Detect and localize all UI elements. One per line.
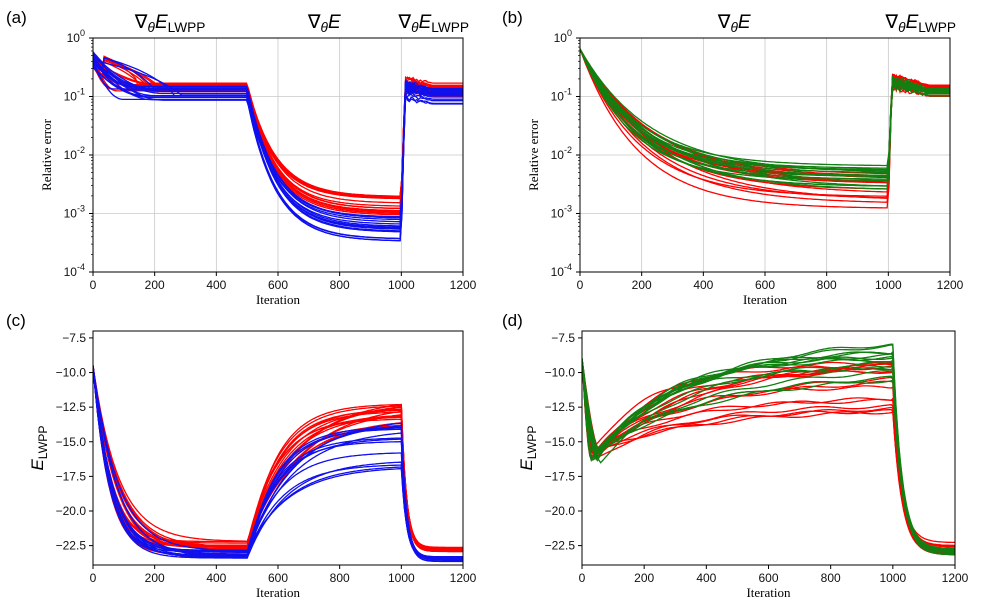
curves bbox=[580, 48, 950, 209]
series-line-blue bbox=[93, 55, 463, 240]
y-axis-label: Relative error bbox=[526, 118, 541, 190]
panel-d: 0 200 400 600 800 1000 1200 Iteration −7.5 −10.0 −… bbox=[502, 311, 969, 600]
series-line-green bbox=[582, 343, 955, 550]
panel-c: 0 200 400 600 800 1000 1200 Iteration −7.5 −10.0 −… bbox=[6, 311, 477, 600]
x-tick-label: 200 bbox=[634, 571, 654, 585]
series-line-green bbox=[580, 48, 950, 176]
y-tick-label: 10-3 bbox=[64, 204, 85, 221]
y-axis-label-text: ELWPP bbox=[517, 425, 539, 470]
y-tick-label: −7.5 bbox=[62, 331, 86, 345]
y-tick-label: −10.0 bbox=[56, 366, 87, 380]
x-tick-label: 0 bbox=[579, 571, 586, 585]
y-tick-label: −7.5 bbox=[551, 331, 575, 345]
curves bbox=[93, 365, 463, 563]
x-tick-label: 200 bbox=[145, 278, 165, 292]
x-tick-label: 0 bbox=[577, 278, 584, 292]
x-tick-label: 200 bbox=[145, 571, 165, 585]
y-tick-label: 10-1 bbox=[551, 87, 572, 104]
x-axis-label: Iteration bbox=[256, 292, 301, 307]
x-tick-label: 1000 bbox=[388, 571, 415, 585]
y-axis-label-text: Relative error bbox=[526, 118, 541, 190]
series-line-red bbox=[580, 48, 950, 203]
y-tick-label: −15.0 bbox=[56, 435, 87, 449]
x-tick-label: 800 bbox=[817, 278, 837, 292]
y-tick-label: 10-4 bbox=[64, 262, 85, 279]
y-tick-label: −20.0 bbox=[545, 504, 576, 518]
phase-label: ∇θELWPP bbox=[397, 12, 469, 35]
x-tick-label: 800 bbox=[821, 571, 841, 585]
x-tick-label: 1000 bbox=[879, 571, 906, 585]
y-tick-label: −10.0 bbox=[545, 366, 576, 380]
x-axis-label: Iteration bbox=[743, 292, 788, 307]
curves bbox=[93, 51, 463, 242]
x-tick-label: 0 bbox=[90, 278, 97, 292]
series-line-blue bbox=[93, 365, 463, 559]
y-tick-label: 10-1 bbox=[64, 87, 85, 104]
x-tick-label: 400 bbox=[206, 278, 226, 292]
series-line-blue bbox=[93, 51, 463, 225]
series-line-red bbox=[582, 358, 955, 555]
x-tick-label: 1200 bbox=[450, 278, 477, 292]
y-axis-label: ELWPP bbox=[517, 425, 539, 470]
x-tick-label: 400 bbox=[696, 571, 716, 585]
x-tick-label: 600 bbox=[268, 278, 288, 292]
y-tick-label: −12.5 bbox=[545, 400, 576, 414]
panel-a: 0 200 400 600 800 1000 1200 Iteration 10-4 10-3 10… bbox=[6, 8, 477, 307]
y-tick-label: −12.5 bbox=[56, 400, 87, 414]
phase-label: ∇θELWPP bbox=[134, 12, 206, 35]
y-tick-label: 10-2 bbox=[551, 145, 572, 162]
series-line-green bbox=[582, 358, 955, 556]
phase-label: ∇θE bbox=[307, 12, 341, 35]
panel-label: (b) bbox=[502, 8, 523, 27]
y-tick-label: −22.5 bbox=[56, 539, 87, 553]
y-tick-label: 100 bbox=[554, 28, 572, 45]
series-line-red bbox=[582, 358, 955, 547]
x-tick-label: 0 bbox=[90, 571, 97, 585]
panel-label: (a) bbox=[6, 8, 27, 27]
x-tick-label: 1000 bbox=[875, 278, 902, 292]
y-tick-label: −17.5 bbox=[56, 469, 87, 483]
y-tick-label: −22.5 bbox=[545, 539, 576, 553]
series-line-green bbox=[580, 48, 950, 190]
x-tick-label: 600 bbox=[758, 571, 778, 585]
x-tick-label: 800 bbox=[330, 278, 350, 292]
x-tick-label: 800 bbox=[330, 571, 350, 585]
y-tick-label: 10-3 bbox=[551, 204, 572, 221]
y-tick-label: −20.0 bbox=[56, 504, 87, 518]
y-tick-label: 100 bbox=[67, 28, 85, 45]
x-tick-label: 400 bbox=[693, 278, 713, 292]
x-tick-label: 600 bbox=[268, 571, 288, 585]
phase-label: ∇θELWPP bbox=[884, 12, 956, 35]
y-tick-label: 10-2 bbox=[64, 145, 85, 162]
x-tick-label: 1200 bbox=[937, 278, 964, 292]
x-tick-label: 1200 bbox=[450, 571, 477, 585]
x-axis-label: Iteration bbox=[256, 585, 301, 600]
phase-label: ∇θE bbox=[717, 12, 751, 35]
x-tick-label: 600 bbox=[755, 278, 775, 292]
panel-label: (c) bbox=[6, 311, 26, 330]
x-tick-label: 400 bbox=[206, 571, 226, 585]
y-tick-label: −17.5 bbox=[545, 469, 576, 483]
panel-b: 0 200 400 600 800 1000 1200 Iteration 10-4 10-3 10… bbox=[502, 8, 964, 307]
y-axis-label-text: ELWPP bbox=[28, 425, 50, 470]
y-axis-label: Relative error bbox=[39, 118, 54, 190]
x-axis-label: Iteration bbox=[746, 585, 791, 600]
x-tick-label: 1000 bbox=[388, 278, 415, 292]
x-tick-label: 200 bbox=[632, 278, 652, 292]
y-axis-label: ELWPP bbox=[28, 425, 50, 470]
series-line-red bbox=[93, 365, 463, 549]
y-tick-label: 10-4 bbox=[551, 262, 572, 279]
series-line-green bbox=[580, 48, 950, 171]
y-axis-label-text: Relative error bbox=[39, 118, 54, 190]
y-tick-label: −15.0 bbox=[545, 435, 576, 449]
series-line-blue bbox=[93, 365, 463, 559]
panel-label: (d) bbox=[502, 311, 523, 330]
x-tick-label: 1200 bbox=[942, 571, 969, 585]
curves bbox=[582, 343, 955, 556]
